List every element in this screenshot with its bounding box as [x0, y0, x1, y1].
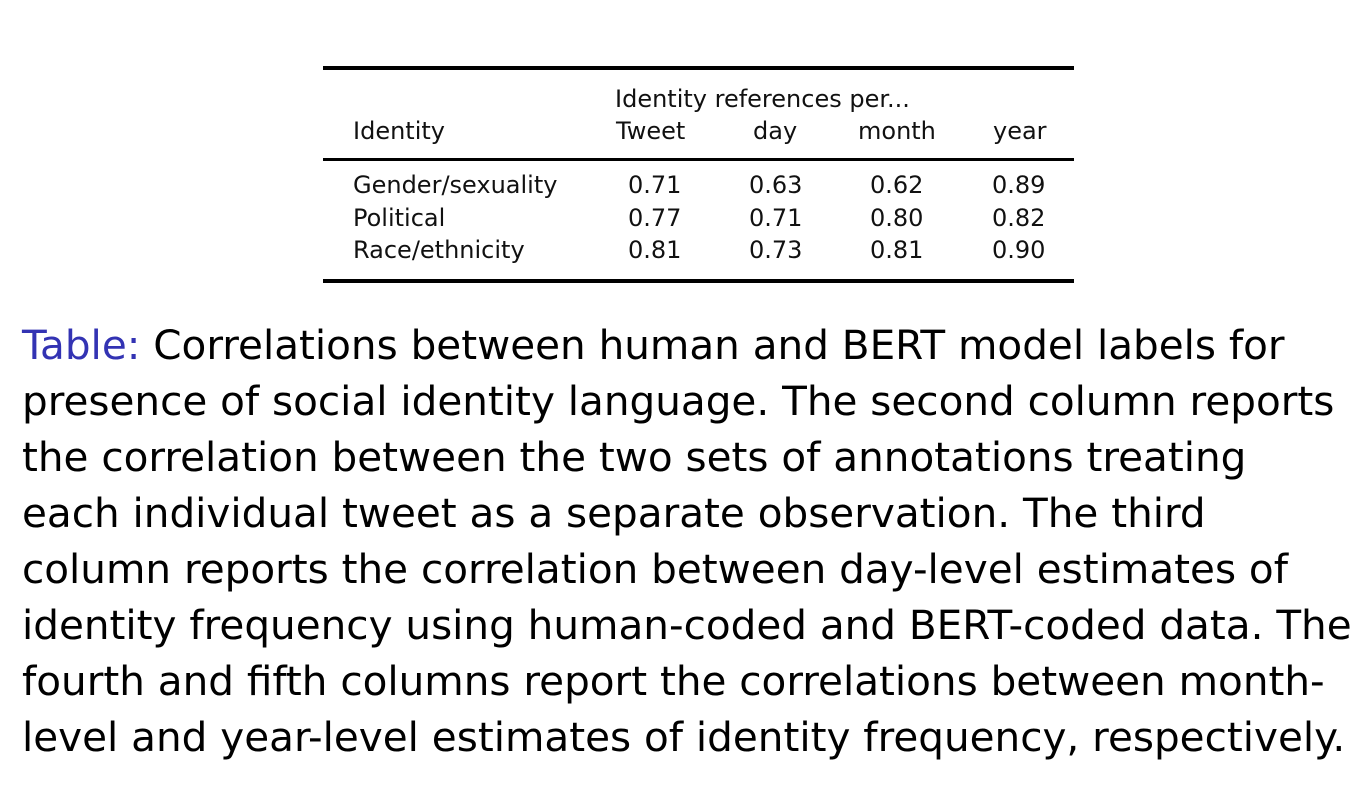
- cell-month: 0.62: [870, 171, 924, 199]
- cell-identity: Race/ethnicity: [353, 236, 525, 264]
- table-bottom-rule: [323, 279, 1074, 283]
- cell-day: 0.73: [749, 236, 803, 264]
- cell-day: 0.63: [749, 171, 803, 199]
- table-mid-rule: [323, 158, 1074, 161]
- table-header: Identity references per... Identity Twee…: [323, 70, 1074, 158]
- table-row: Race/ethnicity 0.81 0.73 0.81 0.90: [323, 236, 1074, 268]
- cell-year: 0.90: [992, 236, 1046, 264]
- column-header-year: year: [993, 117, 1047, 145]
- cell-tweet: 0.71: [628, 171, 682, 199]
- cell-month: 0.80: [870, 204, 924, 232]
- column-header-identity: Identity: [353, 117, 445, 145]
- cell-year: 0.89: [992, 171, 1046, 199]
- cell-year: 0.82: [992, 204, 1046, 232]
- cell-tweet: 0.77: [628, 204, 682, 232]
- correlation-table: Identity references per... Identity Twee…: [323, 66, 1074, 283]
- table-body: Gender/sexuality 0.71 0.63 0.62 0.89 Pol…: [323, 161, 1074, 279]
- cell-day: 0.71: [749, 204, 803, 232]
- table-row: Political 0.77 0.71 0.80 0.82: [323, 204, 1074, 236]
- column-header-tweet: Tweet: [616, 117, 686, 145]
- table-top-rule: [323, 66, 1074, 70]
- cell-identity: Political: [353, 204, 446, 232]
- caption-label: Table:: [22, 321, 141, 369]
- caption-text: Correlations between human and BERT mode…: [22, 321, 1352, 761]
- table-caption: Table: Correlations between human and BE…: [22, 317, 1352, 765]
- spanner-header: Identity references per...: [615, 85, 910, 113]
- table-row: Gender/sexuality 0.71 0.63 0.62 0.89: [323, 171, 1074, 203]
- column-header-day: day: [753, 117, 798, 145]
- cell-identity: Gender/sexuality: [353, 171, 558, 199]
- column-header-month: month: [858, 117, 936, 145]
- cell-month: 0.81: [870, 236, 924, 264]
- cell-tweet: 0.81: [628, 236, 682, 264]
